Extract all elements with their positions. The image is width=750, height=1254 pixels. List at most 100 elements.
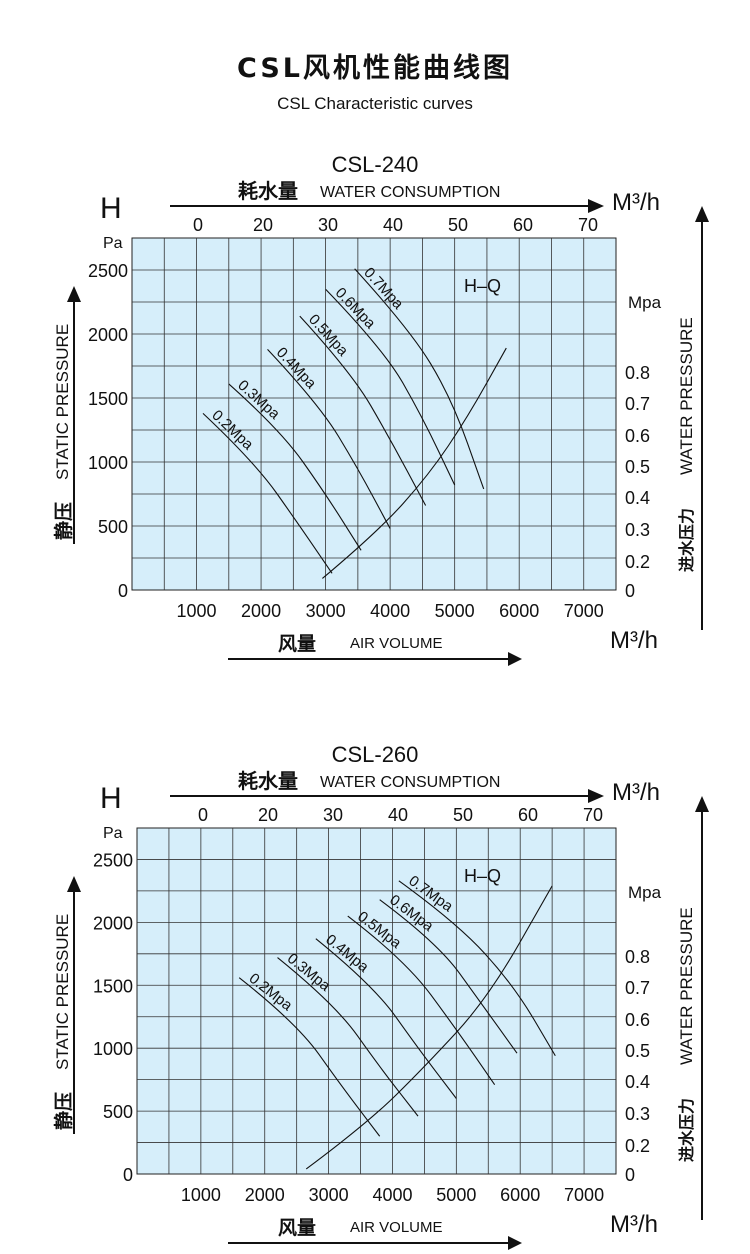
- y-tick-label: 1000: [88, 453, 128, 473]
- bottom-axis-label-cn: 风量: [278, 1217, 316, 1239]
- page-title: CSL风机性能曲线图: [237, 53, 513, 84]
- top-tick-label: 60: [518, 805, 538, 825]
- x-tick-label: 2000: [245, 1185, 285, 1205]
- top-axis-label-cn: 耗水量: [238, 179, 298, 203]
- right-axis-arrow-head: [695, 206, 709, 222]
- top-tick-label: 0: [193, 215, 203, 235]
- top-tick-label: 0: [198, 805, 208, 825]
- right-tick-label: 0.4: [625, 488, 650, 508]
- left-axis-arrow-head: [67, 876, 81, 892]
- chart-title: CSL-240: [332, 152, 419, 177]
- top-tick-label: 50: [453, 805, 473, 825]
- left-axis-label-cn: 静压: [52, 1092, 75, 1130]
- top-axis-unit: M³/h: [612, 779, 660, 806]
- pressure-curve: [267, 348, 391, 529]
- pressure-curve: [354, 268, 485, 490]
- chart-csl-260: CSL-260 耗水量 WATER CONSUMPTION M³/h 0 20 30 40 50…: [52, 742, 709, 1250]
- right-tick-label: 0.2: [625, 552, 650, 572]
- chart-title: CSL-260: [332, 742, 419, 767]
- pressure-curve: [277, 957, 419, 1117]
- x-tick-label: 4000: [370, 601, 410, 621]
- plot-area: [136, 827, 617, 1175]
- pressure-curve: [315, 938, 457, 1099]
- right-tick-label: 0.4: [625, 1072, 650, 1092]
- curves: [238, 880, 556, 1170]
- x-tick-label: 3000: [306, 601, 346, 621]
- x-tick-label: 5000: [436, 1185, 476, 1205]
- y-tick-label: 1500: [88, 389, 128, 409]
- h-label: H: [100, 782, 122, 815]
- top-tick-label: 40: [383, 215, 403, 235]
- x-tick-label: 1000: [181, 1185, 221, 1205]
- right-axis-label-cn: 进水压力: [677, 508, 696, 572]
- right-tick-label: 0.5: [625, 457, 650, 477]
- y-tick-label: 2500: [93, 850, 133, 870]
- right-unit: Mpa: [628, 293, 662, 312]
- right-axis-arrow-head: [695, 796, 709, 812]
- x-tick-label: 6000: [500, 1185, 540, 1205]
- top-axis-arrow-head: [588, 789, 604, 803]
- right-tick-label: 0: [625, 581, 635, 601]
- pa-unit: Pa: [103, 825, 123, 842]
- y-tick-label: 2500: [88, 261, 128, 281]
- top-axis-label-en: WATER CONSUMPTION: [320, 774, 500, 791]
- pressure-curve: [228, 383, 362, 551]
- pressure-curve: [325, 288, 456, 486]
- x-tick-label: 3000: [309, 1185, 349, 1205]
- plot-area: [131, 237, 617, 591]
- hq-label: H–Q: [464, 276, 501, 296]
- top-tick-label: 20: [253, 215, 273, 235]
- top-tick-label: 50: [448, 215, 468, 235]
- y-tick-label: 0: [123, 1165, 133, 1185]
- top-axis-arrow-head: [588, 199, 604, 213]
- pressure-curve: [379, 899, 518, 1054]
- bottom-axis-arrow-head: [508, 652, 522, 666]
- left-axis-label-en: STATIC PRESSURE: [53, 324, 72, 480]
- top-axis-unit: M³/h: [612, 189, 660, 216]
- pressure-curve: [347, 915, 496, 1085]
- grid-lines: [137, 828, 616, 1174]
- right-tick-label: 0.6: [625, 426, 650, 446]
- curves: [202, 268, 507, 579]
- grid-lines: [132, 238, 616, 590]
- h-label: H: [100, 192, 122, 225]
- page-subtitle: CSL Characteristic curves: [277, 94, 473, 113]
- right-tick-label: 0.8: [625, 363, 650, 383]
- hq-curve: [322, 347, 507, 579]
- right-tick-label: 0.3: [625, 1104, 650, 1124]
- bottom-axis-unit: M³/h: [610, 1211, 658, 1238]
- y-tick-label: 1500: [93, 976, 133, 996]
- x-tick-label: 1000: [177, 601, 217, 621]
- right-tick-label: 0: [625, 1165, 635, 1185]
- left-axis-label-cn: 静压: [52, 502, 75, 540]
- hq-label: H–Q: [464, 866, 501, 886]
- x-tick-label: 7000: [564, 601, 604, 621]
- hq-curve: [305, 885, 553, 1170]
- pressure-curve: [398, 880, 556, 1057]
- y-tick-label: 500: [98, 517, 128, 537]
- bottom-axis-label-en: AIR VOLUME: [350, 1219, 443, 1236]
- right-tick-label: 0.7: [625, 978, 650, 998]
- y-tick-label: 2000: [93, 913, 133, 933]
- bottom-axis-label-en: AIR VOLUME: [350, 635, 443, 652]
- top-tick-label: 60: [513, 215, 533, 235]
- pa-unit: Pa: [103, 235, 123, 252]
- top-tick-label: 70: [583, 805, 603, 825]
- left-axis-arrow-head: [67, 286, 81, 302]
- x-tick-label: 7000: [564, 1185, 604, 1205]
- right-tick-label: 0.7: [625, 394, 650, 414]
- top-tick-label: 40: [388, 805, 408, 825]
- right-axis-label-en: WATER PRESSURE: [677, 317, 696, 475]
- x-tick-label: 5000: [435, 601, 475, 621]
- right-axis-label-en: WATER PRESSURE: [677, 907, 696, 1065]
- y-tick-label: 500: [103, 1102, 133, 1122]
- y-tick-label: 0: [118, 581, 128, 601]
- top-tick-label: 70: [578, 215, 598, 235]
- top-axis-label-en: WATER CONSUMPTION: [320, 184, 500, 201]
- right-unit: Mpa: [628, 883, 662, 902]
- right-tick-label: 0.3: [625, 520, 650, 540]
- right-tick-label: 0.8: [625, 947, 650, 967]
- top-tick-label: 30: [318, 215, 338, 235]
- x-tick-label: 2000: [241, 601, 281, 621]
- right-axis-label-cn: 进水压力: [677, 1098, 696, 1162]
